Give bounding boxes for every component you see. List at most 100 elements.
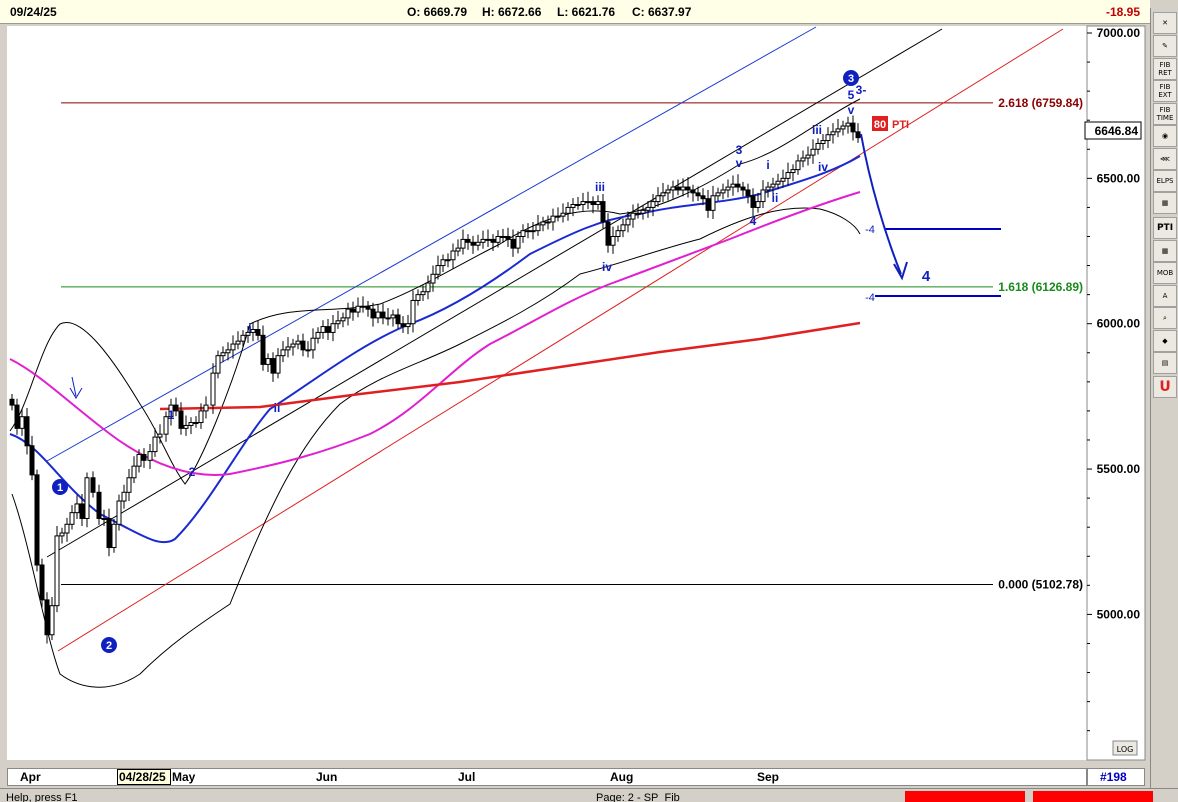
candle-body <box>665 189 671 194</box>
ma-magenta <box>9 191 861 476</box>
candle-body <box>188 422 194 426</box>
price-chart[interactable]: 7000.00 6500.00 6000.00 5500.00 5000.00 2.61… <box>0 24 1150 765</box>
candle-body <box>845 122 851 127</box>
toolbar-pti-button[interactable]: PTI <box>1153 217 1177 239</box>
candle-body <box>495 235 501 243</box>
candle-body <box>9 398 15 406</box>
candle-body <box>275 355 281 374</box>
candle-body <box>790 169 796 174</box>
candle-body <box>121 491 127 502</box>
toolbar-fib-ret-button[interactable]: FIB RET <box>1153 58 1177 80</box>
candle-body <box>39 564 45 601</box>
toolbar-layers-button[interactable]: ▤ <box>1153 352 1177 374</box>
toolbar-table-button[interactable]: ▦ <box>1153 240 1177 262</box>
toolbar-elips-button[interactable]: ELPS <box>1153 170 1177 192</box>
down-arrow-marker <box>69 376 83 399</box>
plot-area[interactable] <box>7 26 1087 760</box>
candle-body <box>390 314 396 319</box>
candle-body <box>765 186 771 191</box>
candle-body <box>750 195 756 208</box>
candle-body <box>310 337 316 351</box>
y-axis: 7000.00 6500.00 6000.00 5500.00 5000.00 <box>1087 26 1141 732</box>
wave-1-circle <box>52 479 68 495</box>
candle-body <box>685 186 691 191</box>
candle-body <box>395 314 401 325</box>
fib-label: 0.000 (5102.78) <box>998 578 1083 592</box>
mid-channel-line <box>46 28 943 558</box>
wave-roman-label: 3 <box>736 143 743 157</box>
lower-channel-line <box>57 28 1064 652</box>
candle-body <box>830 131 836 136</box>
net-change: -18.95 <box>1106 5 1141 19</box>
toolbar-cursor-button[interactable]: ✕ <box>1153 12 1177 34</box>
y-tick-label: 6500.00 <box>1097 171 1141 185</box>
candle-body <box>240 334 246 342</box>
candle-body <box>855 131 861 139</box>
toolbar-a-button[interactable]: A <box>1153 285 1177 307</box>
toolbar-fib-circle-button[interactable]: ◉ <box>1153 125 1177 147</box>
toolbar-mob-button[interactable]: MOB <box>1153 262 1177 284</box>
candle-body <box>320 326 326 333</box>
candle-body <box>810 148 816 156</box>
candle-body <box>710 195 716 211</box>
candle-body <box>730 183 736 188</box>
y-tick-label: 7000.00 <box>1097 26 1141 40</box>
candle-body <box>106 517 112 549</box>
candle-body <box>560 212 566 217</box>
candle-body <box>650 201 656 208</box>
candle-body <box>245 331 251 336</box>
candle-body <box>460 238 466 249</box>
wave-roman-label: v <box>848 103 855 117</box>
candle-body <box>565 206 571 214</box>
bb-upper <box>9 98 861 485</box>
candle-body <box>775 180 781 185</box>
projection-arrow-head <box>893 261 908 281</box>
last-price-text: 6646.84 <box>1095 124 1139 138</box>
candle-body <box>570 204 576 208</box>
toolbar-grid-tool-button[interactable]: ▦ <box>1153 192 1177 214</box>
candle-body <box>475 241 481 246</box>
toolbar-eraser-button[interactable]: ◆ <box>1153 330 1177 352</box>
candle-body <box>285 346 291 351</box>
toolbar-u-button[interactable]: U <box>1153 376 1177 398</box>
low-value: L: 6621.76 <box>557 5 616 19</box>
candle-body <box>49 605 55 636</box>
candle-body <box>265 358 271 365</box>
wave-roman-label: iii <box>812 123 822 137</box>
toolbar-fan-button[interactable]: ⋘ <box>1153 148 1177 170</box>
log-button[interactable] <box>1112 740 1138 756</box>
candle-body <box>24 416 30 447</box>
candle-body <box>770 183 776 188</box>
pti-value: 80 <box>874 119 886 131</box>
candle-body <box>198 410 204 424</box>
x-tick-apr: Apr <box>20 770 41 784</box>
candle-body <box>600 201 606 223</box>
wave-roman-label: iv <box>602 260 612 274</box>
candle-body <box>795 160 801 171</box>
pti-label: PTI <box>892 119 909 131</box>
counter-box <box>1087 768 1145 786</box>
y-tick-label: 5500.00 <box>1097 462 1141 476</box>
toolbar-pencil-button[interactable]: ✎ <box>1153 35 1177 57</box>
candle-body <box>670 186 676 191</box>
candle-body <box>480 238 486 243</box>
candle-body <box>505 235 511 240</box>
candle-body <box>615 230 621 237</box>
candle-body <box>680 186 686 191</box>
candle-body <box>640 209 646 214</box>
candle-body <box>69 512 75 525</box>
candle-body <box>485 238 491 241</box>
candle-body <box>330 323 336 333</box>
toolbar-fib-time-button[interactable]: FIB TIME <box>1153 103 1177 125</box>
candle-body <box>575 204 581 207</box>
x-tick-jun: Jun <box>316 770 338 784</box>
bar-date: 09/24/25 <box>10 5 57 19</box>
toolbar-fib-ext-button[interactable]: FIB EXT <box>1153 80 1177 102</box>
toolbar-zoom-button[interactable]: ⌕ <box>1153 307 1177 329</box>
candle-body <box>335 320 341 325</box>
bar-counter: #198 <box>1100 770 1127 784</box>
price-header: 09/24/25 O: 6669.79 H: 6672.66 L: 6621.7… <box>0 0 1150 24</box>
target-minus4-upper: -4 <box>865 224 875 236</box>
close-value: C: 6637.97 <box>632 5 692 19</box>
candle-body <box>725 186 731 191</box>
